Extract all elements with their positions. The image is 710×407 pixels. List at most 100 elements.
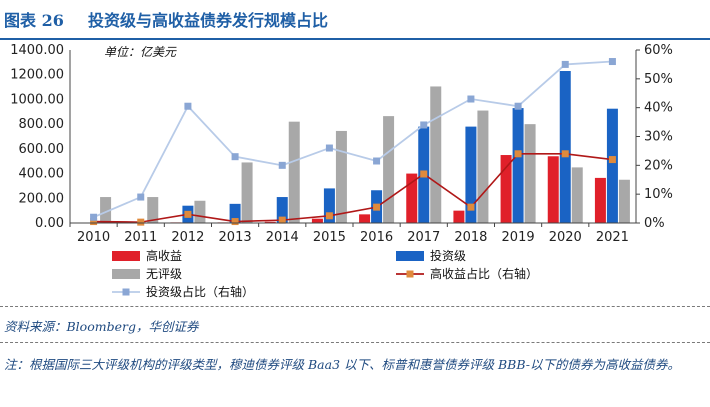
y-left-tick-label: 0.00 bbox=[35, 216, 64, 231]
bar-unrated bbox=[618, 179, 630, 223]
bar-investment-grade bbox=[559, 71, 571, 223]
x-tick-label: 2019 bbox=[502, 230, 535, 245]
y-right-tick-label: 60% bbox=[644, 43, 673, 58]
bar-high-yield bbox=[500, 155, 512, 223]
high-yield-share-marker bbox=[90, 218, 98, 226]
unit-label: 单位：亿美元 bbox=[104, 45, 177, 59]
investment-grade-share-marker bbox=[420, 121, 428, 129]
legend-label-high-yield: 高收益 bbox=[146, 248, 182, 263]
separator-line bbox=[0, 342, 710, 343]
bar-high-yield bbox=[359, 214, 371, 223]
bar-high-yield bbox=[264, 221, 276, 223]
y-left-tick-label: 1400.00 bbox=[10, 43, 64, 58]
bar-investment-grade bbox=[606, 108, 618, 223]
source-note: 资料来源：Bloomberg，华创证券 bbox=[4, 319, 199, 334]
investment-grade-share-marker bbox=[514, 102, 522, 110]
y-left-tick-label: 1000.00 bbox=[10, 92, 64, 107]
bar-high-yield bbox=[311, 218, 323, 223]
bar-investment-grade bbox=[276, 197, 288, 223]
legend-label-unrated: 无评级 bbox=[146, 267, 182, 281]
legend-swatch-high-yield bbox=[112, 251, 140, 261]
bars bbox=[100, 71, 630, 223]
x-tick-label: 2013 bbox=[219, 230, 252, 245]
figure-header: 图表 26 投资级与高收益债券发行规模占比 bbox=[0, 0, 710, 40]
y-left-tick-label: 1200.00 bbox=[10, 68, 64, 83]
high-yield-share-marker bbox=[278, 216, 286, 224]
investment-grade-share-marker bbox=[373, 157, 381, 165]
investment-grade-share-marker bbox=[278, 161, 286, 169]
investment-grade-share-marker bbox=[90, 213, 98, 221]
y-left-tick-label: 400.00 bbox=[19, 167, 65, 182]
figure-number: 图表 26 bbox=[4, 11, 64, 30]
y-right-tick-label: 10% bbox=[644, 187, 673, 202]
bar-high-yield bbox=[406, 173, 418, 223]
bar-unrated bbox=[194, 200, 206, 223]
x-tick-label: 2021 bbox=[596, 230, 629, 245]
x-tick-label: 2016 bbox=[360, 230, 393, 245]
investment-grade-share-marker bbox=[325, 144, 333, 152]
investment-grade-share-marker bbox=[467, 95, 475, 103]
y-right-tick-label: 50% bbox=[644, 72, 673, 87]
bar-unrated bbox=[383, 116, 395, 223]
high-yield-share-marker bbox=[184, 210, 192, 218]
investment-grade-share-marker bbox=[184, 102, 192, 110]
investment-grade-share-marker bbox=[608, 58, 616, 66]
high-yield-share-marker bbox=[514, 150, 522, 158]
y-right-tick-label: 20% bbox=[644, 158, 673, 173]
x-tick-label: 2014 bbox=[266, 230, 299, 245]
lines bbox=[90, 58, 616, 226]
x-tick-label: 2020 bbox=[549, 230, 582, 245]
y-right-tick-label: 0% bbox=[644, 216, 665, 231]
legend-marker-investment-grade-share bbox=[122, 288, 130, 296]
y-left-tick-label: 600.00 bbox=[19, 142, 65, 157]
high-yield-share-marker bbox=[325, 212, 333, 220]
separator-line bbox=[0, 306, 710, 307]
x-tick-label: 2010 bbox=[77, 230, 110, 245]
bar-unrated bbox=[288, 121, 300, 223]
bar-high-yield bbox=[594, 177, 606, 223]
bar-unrated bbox=[147, 197, 159, 223]
bar-unrated bbox=[241, 162, 253, 223]
high-yield-share-marker bbox=[561, 150, 569, 158]
bar-investment-grade bbox=[229, 203, 241, 223]
high-yield-share-marker bbox=[231, 218, 239, 226]
legend-swatch-investment-grade bbox=[396, 251, 424, 261]
y-right-tick-label: 30% bbox=[644, 130, 673, 145]
axes: 0.00 200.00 400.00 600.00 800.00 1000.00 1200.… bbox=[10, 43, 673, 245]
x-tick-label: 2017 bbox=[407, 230, 440, 245]
bar-investment-grade bbox=[512, 108, 524, 223]
high-yield-share-marker bbox=[420, 170, 428, 178]
legend-label-investment-grade-share: 投资级占比（右轴） bbox=[146, 284, 254, 299]
bar-high-yield bbox=[547, 156, 559, 223]
legend-label-investment-grade: 投资级 bbox=[430, 248, 466, 263]
investment-grade-share-marker bbox=[561, 60, 569, 68]
bar-unrated bbox=[524, 124, 536, 223]
bar-unrated bbox=[477, 110, 489, 223]
bond-issuance-chart: 单位：亿美元 0.00 200.00 400.00 600.00 800.00 1000.… bbox=[10, 43, 673, 299]
bar-unrated bbox=[430, 86, 442, 223]
high-yield-share-marker bbox=[608, 156, 616, 164]
legend-marker-high-yield-share bbox=[406, 270, 414, 278]
bar-unrated bbox=[571, 167, 583, 223]
investment-grade-share-marker bbox=[231, 153, 239, 161]
investment-grade-share-line bbox=[93, 60, 613, 219]
y-left-tick-label: 800.00 bbox=[19, 117, 65, 132]
y-right-tick-label: 40% bbox=[644, 101, 673, 116]
high-yield-share-marker bbox=[467, 203, 475, 211]
footnote: 注：根据国际三大评级机构的评级类型，穆迪债券评级 Baa3 以下、标普和惠誉债券… bbox=[4, 357, 680, 372]
high-yield-share-marker bbox=[373, 203, 381, 211]
legend-label-high-yield-share: 高收益占比（右轴） bbox=[430, 266, 538, 281]
bar-unrated bbox=[335, 130, 347, 223]
figure-title: 投资级与高收益债券发行规模占比 bbox=[88, 11, 329, 30]
y-left-tick-label: 200.00 bbox=[19, 191, 65, 206]
bar-high-yield bbox=[453, 210, 465, 223]
high-yield-share-line bbox=[93, 153, 613, 223]
legend-swatch-unrated bbox=[112, 269, 140, 279]
high-yield-share-marker bbox=[137, 218, 145, 226]
x-tick-label: 2015 bbox=[313, 230, 346, 245]
bar-investment-grade bbox=[465, 126, 477, 223]
x-tick-label: 2018 bbox=[454, 230, 487, 245]
x-tick-label: 2011 bbox=[124, 230, 157, 245]
x-tick-label: 2012 bbox=[171, 230, 204, 245]
